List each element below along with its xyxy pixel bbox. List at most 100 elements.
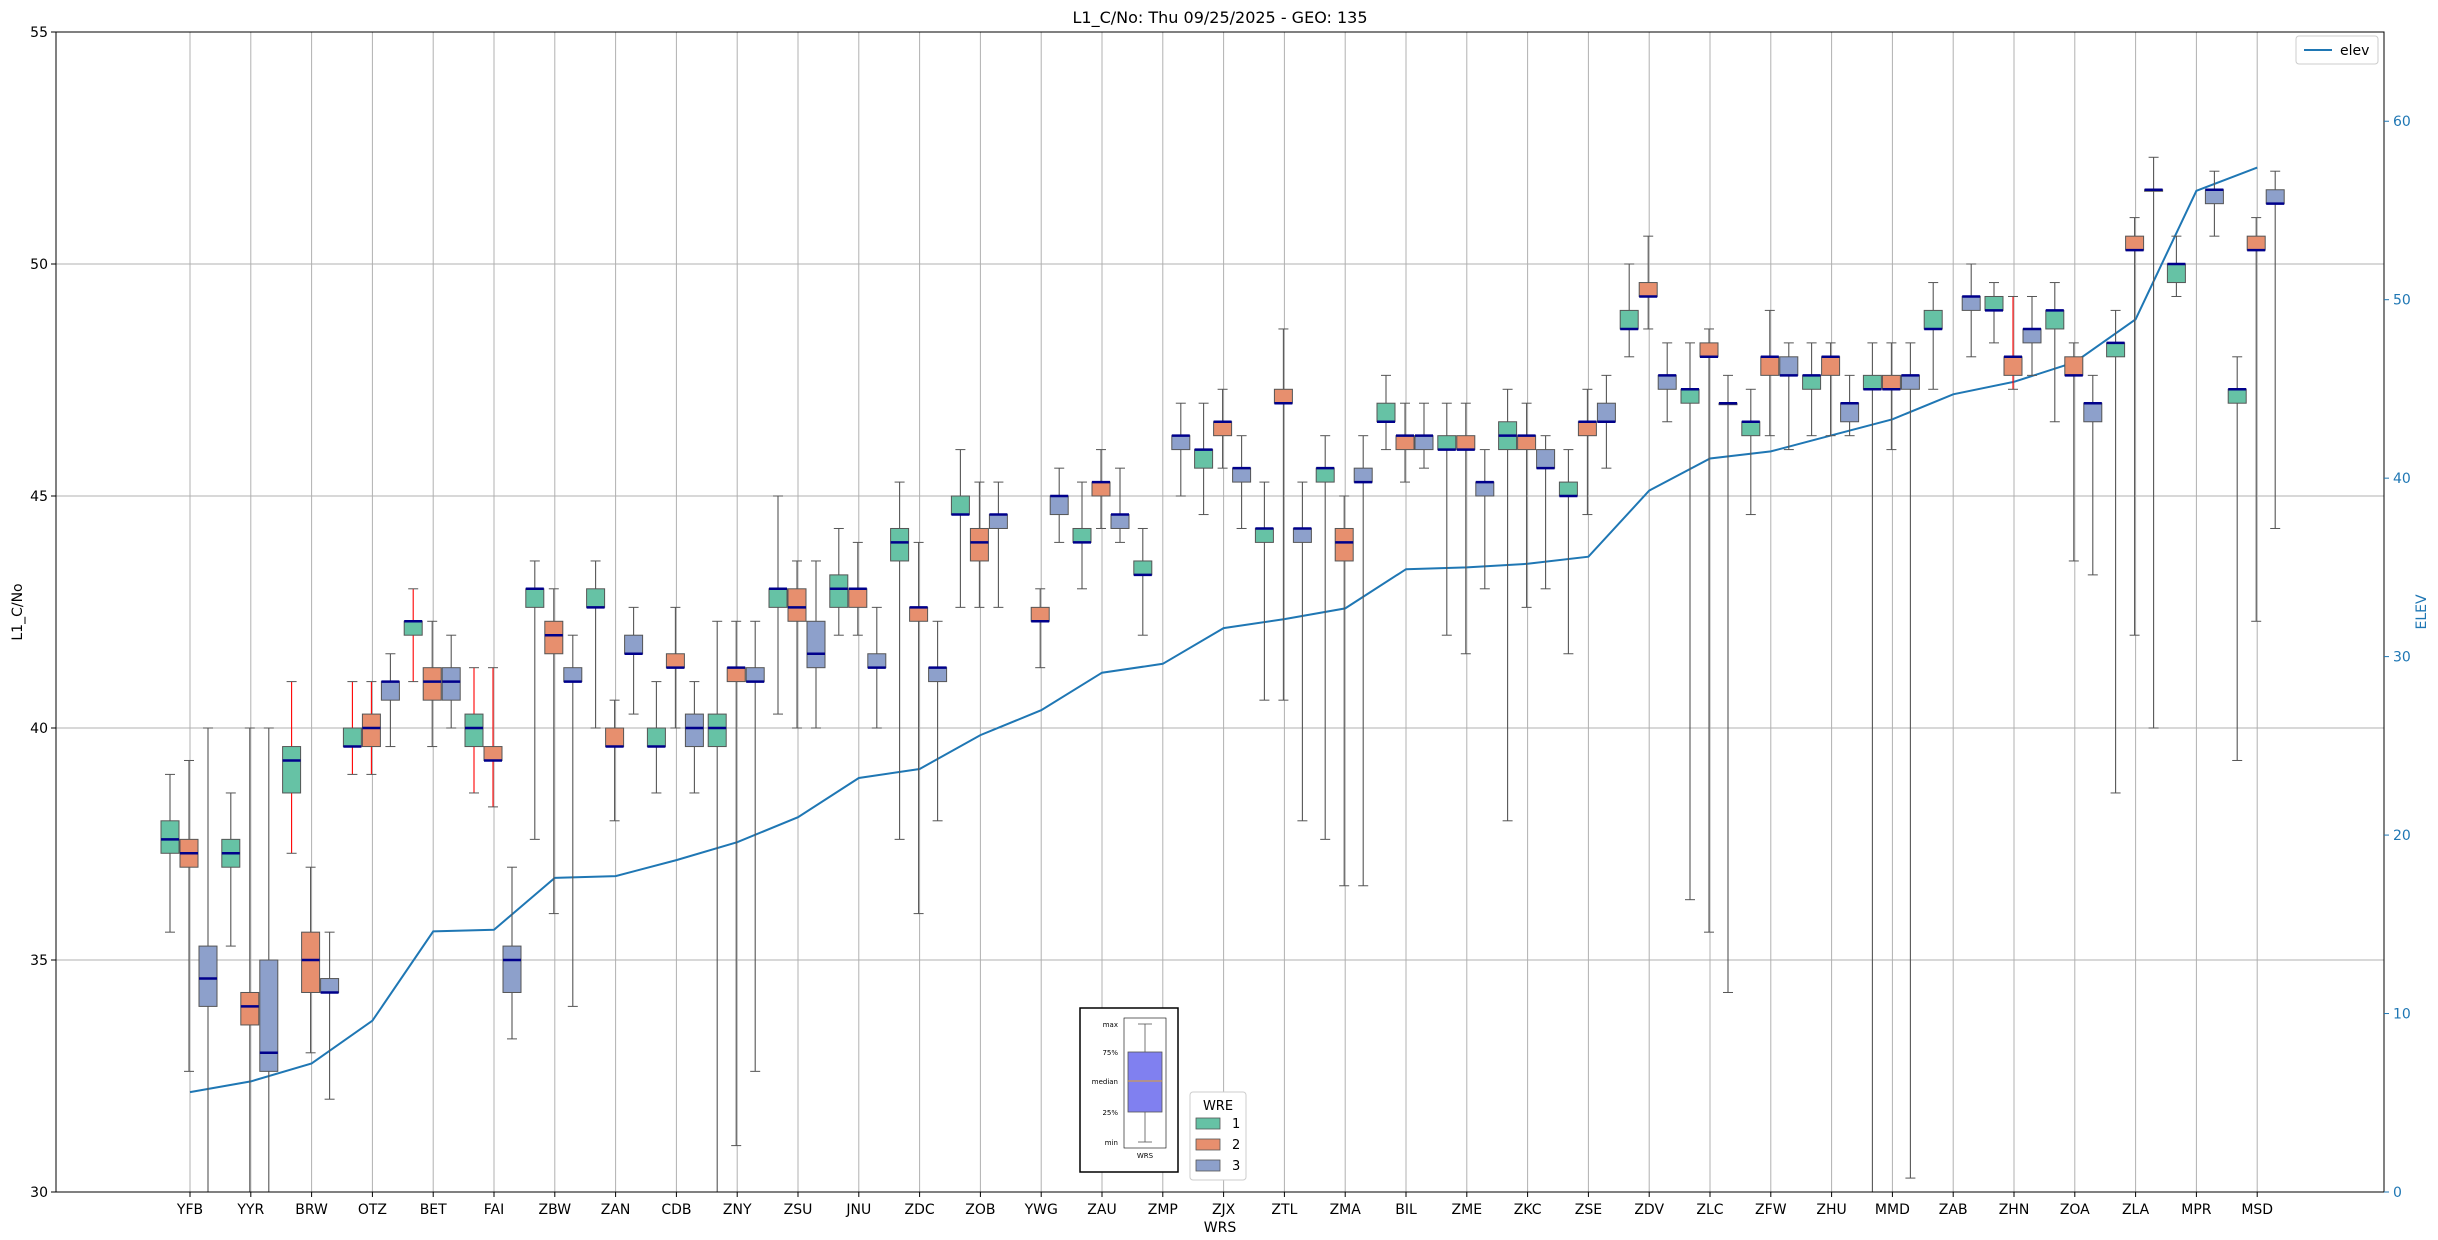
box-iqr bbox=[301, 931, 321, 993]
box-group bbox=[586, 560, 606, 729]
box-iqr bbox=[1213, 421, 1233, 437]
box-group bbox=[1049, 467, 1069, 543]
box-iqr bbox=[1638, 282, 1658, 297]
box-iqr bbox=[1049, 495, 1069, 516]
box-iqr bbox=[1475, 481, 1495, 497]
box-iqr bbox=[483, 746, 503, 761]
elev-line bbox=[189, 166, 2258, 1094]
y-tick-label: 45 bbox=[30, 489, 48, 505]
x-tick-label: CDB bbox=[661, 1202, 691, 1218]
box-iqr bbox=[403, 620, 423, 636]
box-iqr bbox=[1133, 560, 1153, 576]
x-tick-label: ZDC bbox=[905, 1202, 935, 1218]
key-label-q3: 75% bbox=[1102, 1049, 1118, 1057]
box-iqr bbox=[2064, 356, 2084, 376]
box-iqr bbox=[240, 991, 260, 1026]
box-group bbox=[848, 541, 868, 636]
box-group bbox=[1171, 402, 1191, 497]
box-iqr bbox=[745, 667, 765, 683]
box-group bbox=[1254, 481, 1274, 701]
box-iqr bbox=[1414, 435, 1434, 451]
y2-tick-label: 30 bbox=[2393, 650, 2411, 666]
box-group bbox=[768, 495, 788, 715]
box-iqr bbox=[1072, 527, 1092, 543]
box-iqr bbox=[282, 746, 302, 794]
box-iqr bbox=[2083, 402, 2103, 423]
x-tick-label: ZMP bbox=[1148, 1202, 1178, 1218]
box-iqr bbox=[1353, 467, 1373, 483]
x-tick-label: ZOA bbox=[2060, 1202, 2090, 1218]
x-tick-label: YYR bbox=[236, 1202, 264, 1218]
x-tick-label: ZJX bbox=[1212, 1202, 1236, 1218]
plot-frame bbox=[55, 31, 2385, 1193]
box-group bbox=[2045, 282, 2065, 423]
box-group bbox=[1984, 282, 2004, 344]
box-group bbox=[1133, 527, 1153, 636]
box-iqr bbox=[342, 727, 362, 748]
box-group bbox=[160, 773, 180, 933]
box-iqr bbox=[1194, 449, 1214, 469]
box-group bbox=[1232, 435, 1252, 529]
box-group bbox=[282, 681, 302, 854]
box-group bbox=[665, 606, 685, 729]
x-tick-label: ZKC bbox=[1514, 1202, 1542, 1218]
box-iqr bbox=[441, 667, 461, 701]
box-group bbox=[1273, 328, 1293, 701]
box-group bbox=[1619, 263, 1639, 358]
box-group bbox=[2022, 295, 2042, 376]
box-iqr bbox=[950, 495, 970, 516]
box-iqr bbox=[1437, 435, 1457, 451]
box-iqr bbox=[624, 634, 644, 655]
x-tick-label: ZMA bbox=[1330, 1202, 1362, 1218]
box-iqr bbox=[380, 681, 400, 701]
box-group bbox=[464, 667, 484, 794]
x-axis-label: WRS bbox=[1204, 1220, 1237, 1236]
x-tick-label: ZAB bbox=[1939, 1202, 1968, 1218]
box-group bbox=[403, 588, 423, 683]
box-iqr bbox=[2246, 235, 2266, 251]
key-label-max: max bbox=[1103, 1021, 1118, 1029]
box-iqr bbox=[867, 653, 887, 669]
y-tick-label: 30 bbox=[30, 1185, 48, 1201]
box-iqr bbox=[160, 820, 180, 854]
box-group bbox=[221, 792, 241, 947]
box-group bbox=[1536, 435, 1556, 590]
box-iqr bbox=[361, 713, 381, 748]
box-group bbox=[684, 681, 704, 794]
box-group bbox=[259, 727, 279, 1193]
wre-legend-swatch-1 bbox=[1195, 1117, 1221, 1130]
box-iqr bbox=[2003, 356, 2023, 376]
box-group bbox=[2246, 217, 2266, 622]
box-group bbox=[1315, 435, 1335, 840]
box-group bbox=[787, 560, 807, 729]
box-group bbox=[2125, 217, 2145, 636]
box-iqr bbox=[1596, 402, 1616, 423]
box-iqr bbox=[2166, 263, 2186, 284]
box-iqr bbox=[1881, 374, 1901, 390]
box-iqr bbox=[502, 945, 522, 993]
wre-legend-swatch-2 bbox=[1195, 1138, 1221, 1151]
box-group bbox=[988, 481, 1008, 608]
key-label-min: min bbox=[1105, 1139, 1118, 1147]
box-group bbox=[1802, 342, 1822, 437]
box-group bbox=[1638, 235, 1658, 330]
box-group bbox=[1657, 342, 1677, 423]
box-iqr bbox=[563, 667, 583, 683]
box-iqr bbox=[1334, 527, 1354, 562]
box-iqr bbox=[1273, 388, 1293, 404]
box-iqr bbox=[665, 653, 685, 669]
elev-series bbox=[189, 166, 2258, 1094]
box-iqr bbox=[198, 945, 218, 1007]
box-group bbox=[2265, 170, 2285, 529]
y2-tick-label: 40 bbox=[2393, 471, 2411, 487]
x-tick-label: ZDV bbox=[1634, 1202, 1664, 1218]
box-iqr bbox=[1030, 606, 1050, 622]
box-iqr bbox=[1395, 435, 1415, 451]
box-group bbox=[605, 699, 625, 822]
x-tick-label: ZLA bbox=[2122, 1202, 2150, 1218]
x-tick-label: BIL bbox=[1395, 1202, 1417, 1218]
box-group bbox=[2064, 342, 2084, 562]
box-iqr bbox=[988, 514, 1008, 529]
box-iqr bbox=[1802, 374, 1822, 390]
box-iqr bbox=[806, 620, 826, 669]
